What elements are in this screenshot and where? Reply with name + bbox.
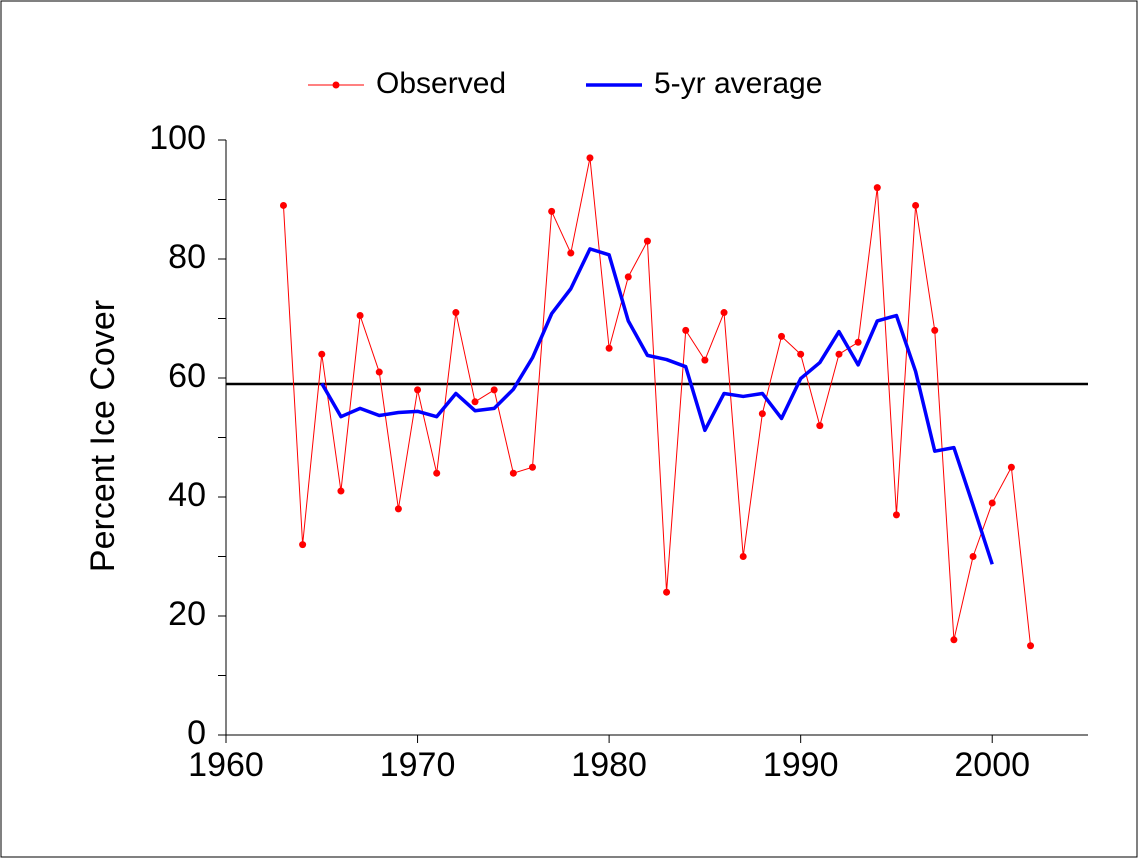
data-point	[778, 332, 786, 340]
data-point	[892, 511, 900, 519]
data-point	[969, 553, 977, 560]
legend-marker	[332, 81, 340, 89]
y-tick-label: 0	[187, 714, 206, 752]
data-point	[548, 207, 556, 215]
data-point	[605, 344, 613, 352]
data-point	[586, 154, 594, 162]
data-point	[1027, 642, 1035, 650]
data-point	[950, 636, 958, 644]
y-tick-label: 100	[149, 119, 206, 157]
data-point	[356, 312, 364, 320]
data-point	[318, 350, 326, 358]
data-point	[433, 469, 441, 477]
data-point	[414, 386, 422, 394]
data-point	[337, 487, 345, 495]
data-point	[912, 201, 920, 209]
data-point	[816, 422, 824, 430]
data-point	[1007, 463, 1015, 471]
data-point	[988, 499, 996, 507]
data-point	[931, 326, 939, 334]
series-line	[320, 247, 994, 565]
x-tick-label: 1960	[188, 746, 264, 784]
data-point	[682, 326, 690, 334]
data-point	[624, 273, 632, 281]
x-tick-label: 1990	[763, 746, 839, 784]
data-point	[739, 553, 747, 560]
legend-label: Observed	[376, 67, 506, 100]
data-point	[375, 368, 383, 376]
series-line	[282, 157, 1032, 646]
data-point	[758, 410, 766, 418]
data-point	[509, 469, 517, 477]
data-point	[873, 184, 881, 192]
y-tick-label: 20	[168, 595, 206, 633]
y-tick-label: 60	[168, 357, 206, 395]
data-point	[490, 386, 498, 394]
data-point	[643, 237, 651, 245]
data-point	[299, 541, 307, 549]
data-point	[797, 350, 805, 358]
data-point	[394, 505, 402, 513]
data-point	[567, 249, 575, 257]
data-point	[528, 463, 536, 471]
y-tick-label: 40	[168, 476, 206, 514]
data-point	[663, 588, 671, 596]
x-tick-label: 1970	[380, 746, 456, 784]
data-point	[471, 398, 479, 406]
data-point	[835, 350, 843, 358]
data-point	[452, 309, 460, 317]
data-point	[854, 338, 862, 346]
data-point	[720, 309, 728, 317]
x-tick-label: 1980	[571, 746, 647, 784]
legend-label: 5-yr average	[654, 67, 822, 100]
y-tick-label: 80	[168, 238, 206, 276]
x-tick-label: 2000	[954, 746, 1030, 784]
data-point	[279, 201, 287, 209]
y-axis-label: Percent Ice Cover	[84, 300, 122, 572]
data-point	[701, 356, 709, 364]
